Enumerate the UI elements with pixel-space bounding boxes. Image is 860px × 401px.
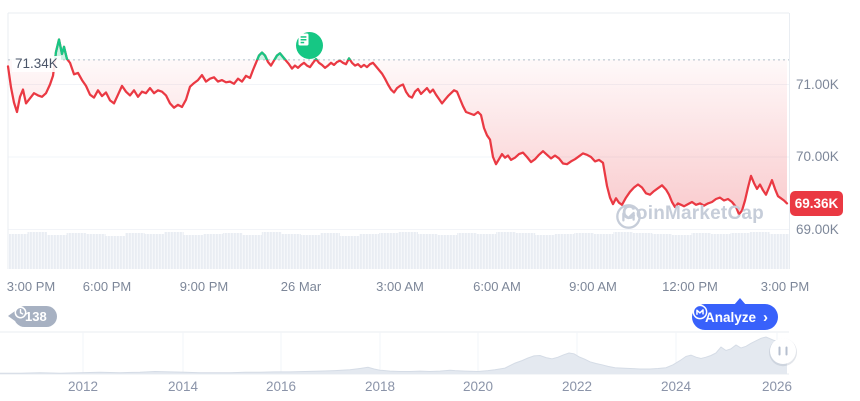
current-price-badge: 69.36K [790, 190, 843, 216]
time-axis-label: 3:00 AM [376, 279, 424, 294]
year-axis-label: 2012 [67, 379, 99, 394]
history-count-badge[interactable]: 138 [8, 306, 57, 327]
button-tail [734, 298, 746, 305]
timeline-chart[interactable] [0, 330, 860, 401]
timeline-area [0, 337, 787, 374]
watermark: CoinMarketCap [615, 203, 764, 229]
drawdown-area [8, 59, 787, 215]
year-axis-label: 2026 [761, 379, 793, 394]
time-axis: 3:00 PM 6:00 PM 9:00 PM 26 Mar 3:00 AM 6:00 A… [0, 279, 860, 295]
timeline-area-edge [0, 336, 788, 374]
year-axis-label: 2022 [561, 379, 593, 394]
time-axis-label: 9:00 AM [569, 279, 617, 294]
volume-bars [8, 232, 789, 269]
time-axis-label: 26 Mar [280, 279, 322, 294]
time-axis-label: 6:00 PM [82, 279, 132, 294]
y-axis-label: 69.00K [796, 221, 839, 237]
year-axis-label: 2016 [265, 379, 297, 394]
chevron-right-icon: › [763, 308, 769, 326]
time-axis-label: 9:00 PM [179, 279, 229, 294]
y-axis-label: 70.00K [796, 149, 839, 164]
year-axis-label: 2014 [167, 379, 199, 394]
time-axis-label: 3:00 PM [6, 279, 56, 294]
year-axis-label: 2020 [462, 379, 494, 394]
analyze-label: Analyze [705, 309, 757, 325]
ath-price-label: 71.34K [12, 55, 61, 72]
news-event-marker[interactable] [295, 31, 323, 59]
badge-tail [8, 311, 15, 321]
history-count: 138 [25, 309, 47, 324]
price-chart[interactable] [0, 0, 860, 275]
analyze-button[interactable]: Analyze › [692, 298, 779, 330]
time-axis-label: 6:00 AM [473, 279, 521, 294]
year-axis-label: 2024 [660, 379, 692, 394]
time-axis-label: 3:00 PM [760, 279, 810, 294]
year-axis-label: 2018 [364, 379, 396, 394]
above-ath-area [8, 39, 787, 60]
y-axis-label: 71.00K [796, 76, 839, 92]
time-axis-label: 12:00 PM [662, 279, 718, 294]
year-axis: 2012 2014 2016 2018 2020 2022 2024 2026 [0, 379, 860, 395]
brush-handle[interactable] [769, 338, 797, 367]
price-line [6, 38, 789, 216]
watermark-text: CoinMarketCap [622, 203, 764, 224]
